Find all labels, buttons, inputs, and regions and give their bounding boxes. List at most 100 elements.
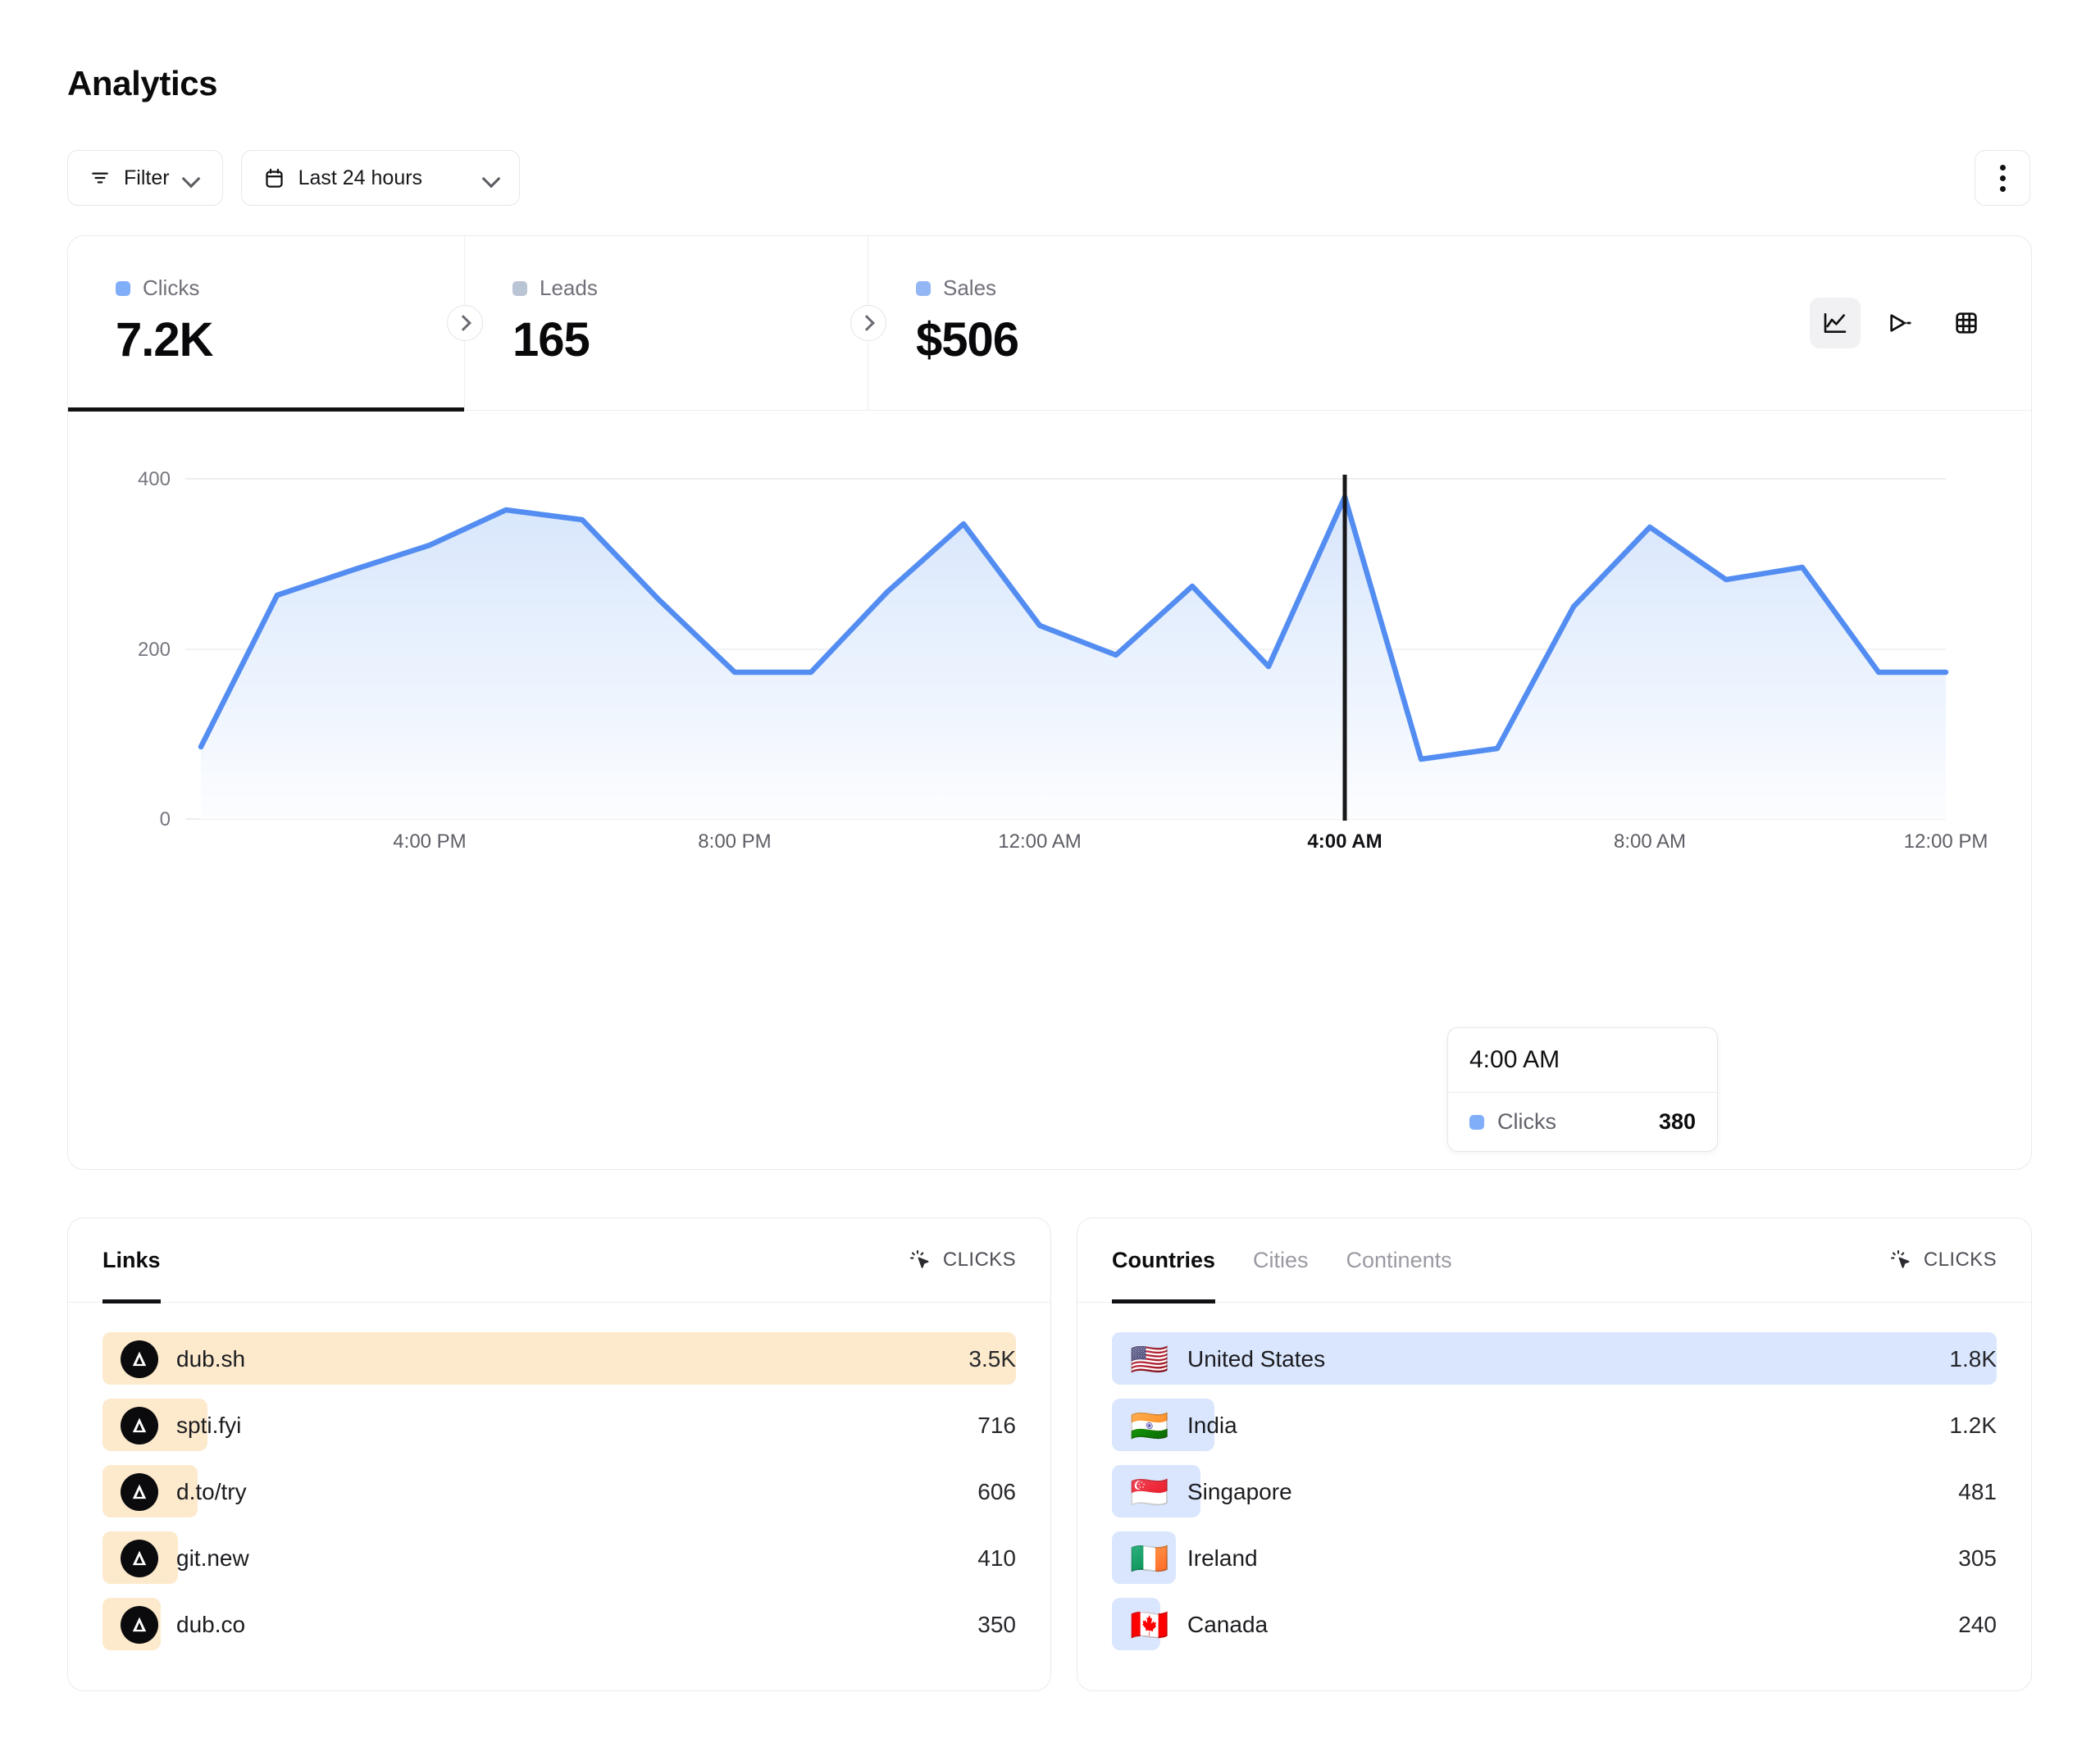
- row-count: 3.5K: [968, 1345, 1016, 1372]
- row-content: 🇮🇳 India: [1112, 1410, 1237, 1441]
- dub-logo-icon: [121, 1539, 158, 1577]
- locations-metric-label[interactable]: CLICKS: [1890, 1249, 1997, 1272]
- row-label: Ireland: [1187, 1545, 1258, 1571]
- tab-cities[interactable]: Cities: [1253, 1247, 1309, 1272]
- row-content: spti.fyi: [102, 1406, 242, 1445]
- flag-icon-canada: 🇨🇦: [1130, 1606, 1169, 1643]
- more-vertical-icon: [1999, 164, 2006, 171]
- chevron-down-icon: [483, 169, 501, 187]
- row-count: 716: [977, 1412, 1016, 1438]
- row-count: 410: [977, 1545, 1016, 1571]
- filter-button[interactable]: Filter: [67, 150, 223, 206]
- funnel-view-button[interactable]: [1875, 298, 1926, 348]
- page-title: Analytics: [67, 64, 218, 102]
- x-tick-4-00-am: 4:00 AM: [1307, 830, 1382, 853]
- row-label: Singapore: [1187, 1478, 1292, 1504]
- x-tick-8-00-pm: 8:00 PM: [698, 830, 771, 853]
- links-panel: Links CLICKS dub.sh: [67, 1217, 1051, 1691]
- links-panel-header: Links CLICKS: [68, 1218, 1050, 1304]
- date-range-button[interactable]: Last 24 hours: [240, 150, 521, 206]
- tooltip-time: 4:00 AM: [1448, 1028, 1717, 1093]
- links-metric-text: CLICKS: [942, 1249, 1016, 1271]
- x-tick-12-00-am: 12:00 AM: [998, 830, 1081, 853]
- row-label: git.new: [176, 1545, 249, 1571]
- row-bar: [102, 1332, 1016, 1385]
- row-bar: [1112, 1598, 1161, 1650]
- list-item[interactable]: git.new 410: [102, 1525, 1016, 1591]
- row-bar: [1112, 1465, 1200, 1517]
- locations-tabs: Countries Cities Continents: [1112, 1218, 1452, 1304]
- dub-logo-icon: [121, 1472, 158, 1511]
- row-content: git.new: [102, 1539, 249, 1577]
- flag-icon-singapore: 🇸🇬: [1130, 1473, 1169, 1510]
- line-chart-icon: [1822, 310, 1848, 336]
- filter-icon: [89, 167, 111, 189]
- list-item[interactable]: dub.sh 3.5K: [102, 1326, 1016, 1392]
- stat-label: Sales: [943, 275, 997, 300]
- tooltip-legend-dot: [1469, 1114, 1484, 1130]
- locations-panel: Countries Cities Continents CLICKS 🇺🇸: [1077, 1217, 2032, 1691]
- list-item[interactable]: 🇸🇬 Singapore 481: [1112, 1458, 1997, 1525]
- list-item[interactable]: 🇮🇳 India 1.2K: [1112, 1392, 1997, 1458]
- tooltip-series-value: 380: [1658, 1109, 1696, 1134]
- tooltip-row: Clicks 380: [1448, 1093, 1717, 1151]
- flag-icon-united-states: 🇺🇸: [1130, 1340, 1169, 1377]
- tab-continents[interactable]: Continents: [1346, 1247, 1452, 1272]
- stat-separator-chevron-right-icon[interactable]: [850, 305, 886, 341]
- row-label: dub.sh: [176, 1345, 246, 1372]
- row-label: spti.fyi: [176, 1412, 242, 1438]
- more-options-button[interactable]: [1975, 150, 2030, 206]
- row-bar: [1112, 1399, 1215, 1451]
- row-label: dub.co: [176, 1611, 246, 1637]
- row-count: 606: [977, 1478, 1016, 1504]
- stat-separator-chevron-right-icon[interactable]: [447, 305, 483, 341]
- x-tick-4-00-pm: 4:00 PM: [393, 830, 466, 853]
- list-item[interactable]: d.to/try 606: [102, 1458, 1016, 1525]
- sales-legend-dot: [916, 280, 931, 296]
- locations-metric-text: CLICKS: [1923, 1249, 1997, 1271]
- list-item[interactable]: spti.fyi 716: [102, 1392, 1016, 1458]
- stat-card-sales[interactable]: Sales $506: [868, 236, 1295, 410]
- line-chart-view-button[interactable]: [1810, 298, 1861, 348]
- tooltip-series-label: Clicks: [1497, 1109, 1556, 1134]
- list-item[interactable]: 🇺🇸 United States 1.8K: [1112, 1326, 1997, 1392]
- stat-label: Clicks: [143, 275, 200, 300]
- analytics-card: Clicks 7.2K Leads 165 Sales $506: [67, 235, 2032, 1170]
- view-toggle-group: [1810, 298, 1992, 348]
- clicks-legend-dot: [116, 280, 130, 296]
- clicks-area-chart[interactable]: 400 200 0 4:00 PM 8:00 PM 12:00 AM 4:00 …: [68, 411, 2031, 1169]
- row-content: dub.sh: [102, 1340, 245, 1378]
- links-rows: dub.sh 3.5K spti.fyi 716: [68, 1303, 1050, 1658]
- table-view-button[interactable]: [1941, 298, 1992, 348]
- list-item[interactable]: 🇨🇦 Canada 240: [1112, 1591, 1997, 1658]
- stats-row: Clicks 7.2K Leads 165 Sales $506: [68, 236, 2031, 412]
- row-label: Canada: [1187, 1611, 1269, 1637]
- tab-countries[interactable]: Countries: [1112, 1218, 1216, 1304]
- y-tick-0: 0: [160, 808, 171, 830]
- chart-area-fill: [201, 497, 1946, 819]
- row-count: 1.2K: [1949, 1412, 1997, 1438]
- locations-panel-header: Countries Cities Continents CLICKS: [1077, 1218, 2031, 1304]
- stat-card-clicks[interactable]: Clicks 7.2K: [68, 236, 465, 412]
- x-tick-8-00-am: 8:00 AM: [1614, 830, 1686, 853]
- row-bar: [1112, 1531, 1176, 1584]
- stat-legend: Sales: [916, 275, 1295, 301]
- list-item[interactable]: dub.co 350: [102, 1591, 1016, 1658]
- stat-value: 7.2K: [116, 313, 214, 366]
- row-content: 🇺🇸 United States: [1112, 1344, 1325, 1375]
- funnel-icon: [1888, 310, 1914, 336]
- leads-legend-dot: [512, 280, 527, 296]
- row-content: 🇨🇦 Canada: [1112, 1609, 1268, 1640]
- y-tick-200: 200: [138, 639, 171, 661]
- stat-legend: Clicks: [116, 275, 464, 301]
- locations-rows: 🇺🇸 United States 1.8K 🇮🇳 India 1.2K 🇸🇬 S…: [1077, 1303, 2031, 1658]
- stat-legend: Leads: [512, 275, 868, 301]
- row-count: 481: [1958, 1478, 1997, 1504]
- row-content: 🇸🇬 Singapore: [1112, 1473, 1292, 1510]
- stat-card-leads[interactable]: Leads 165: [465, 236, 868, 410]
- row-content: 🇮🇪 Ireland: [1112, 1543, 1258, 1574]
- chart-line: [198, 494, 1949, 762]
- links-metric-label[interactable]: CLICKS: [909, 1249, 1016, 1272]
- tab-links[interactable]: Links: [102, 1218, 161, 1304]
- list-item[interactable]: 🇮🇪 Ireland 305: [1112, 1525, 1997, 1591]
